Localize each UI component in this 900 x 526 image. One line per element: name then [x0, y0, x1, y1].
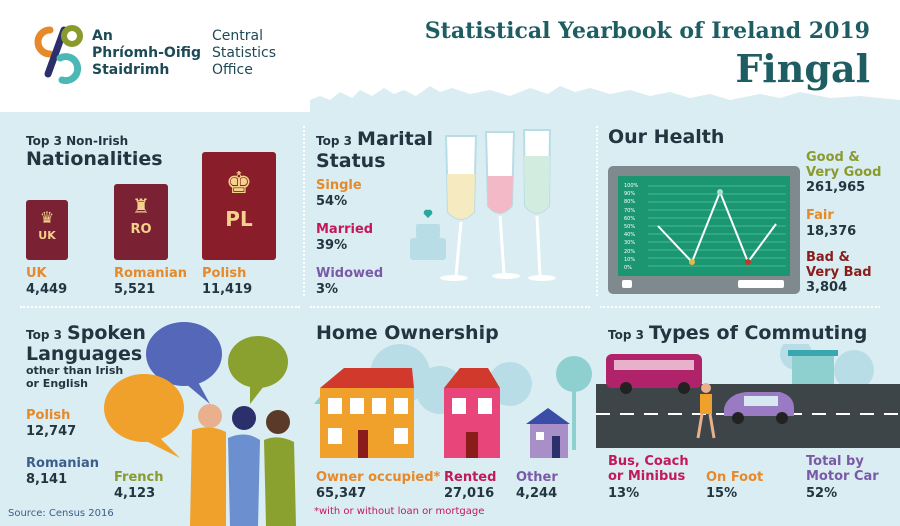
home-label: Owner occupied* [316, 470, 441, 485]
health-label: Fair [806, 208, 834, 223]
cso-logo-icon [34, 25, 83, 85]
commute-value: 13% [608, 486, 640, 501]
nationality-label: Polish [202, 266, 247, 281]
tv-chart-illustration: 100% 90% 80% 70% 60% 50% 40% 30% 20% 10% 0% [608, 166, 800, 294]
languages-title: Top 3 Spoken Languages other than Irish … [26, 322, 146, 390]
marital-label: Widowed [316, 266, 384, 281]
health-label: Bad & Very Bad [806, 250, 872, 280]
people-speech-bubbles-illustration [104, 322, 296, 526]
skyline-illustration [310, 86, 900, 118]
county-title: Fingal [735, 46, 870, 91]
uk-passport-icon: ♛ UK [26, 200, 68, 260]
language-value: 12,747 [26, 424, 77, 439]
home-label: Rented [444, 470, 497, 485]
logo-irish-text: An Phríomh-Oifig Staidrimh [92, 28, 202, 78]
home-footnote: *with or without loan or mortgage [314, 506, 485, 517]
commute-value: 15% [706, 486, 738, 501]
health-title: Our Health [608, 126, 725, 148]
romanian-passport-icon: ♜ RO [114, 184, 168, 260]
language-value: 8,141 [26, 472, 68, 487]
polish-passport-icon: ♚ PL [202, 152, 276, 260]
language-label: Polish [26, 408, 71, 423]
language-value: 4,123 [114, 486, 156, 501]
commute-label: Total by Motor Car [806, 454, 879, 484]
nationality-value: 11,419 [202, 282, 253, 297]
marital-title: Top 3 Marital Status [316, 128, 434, 172]
commuting-illustration [596, 344, 900, 448]
marital-value: 3% [316, 282, 339, 297]
divider [20, 306, 300, 308]
home-title: Home Ownership [316, 322, 499, 344]
source-note: Source: Census 2016 [8, 508, 114, 519]
divider [310, 306, 590, 308]
marital-value: 39% [316, 238, 348, 253]
home-label: Other [516, 470, 558, 485]
home-value: 4,244 [516, 486, 558, 501]
tv-screen: 100% 90% 80% 70% 60% 50% 40% 30% 20% 10% 0% [618, 176, 790, 276]
health-label: Good & Very Good [806, 150, 882, 180]
health-value: 3,804 [806, 280, 848, 295]
marital-value: 54% [316, 194, 348, 209]
home-value: 27,016 [444, 486, 495, 501]
nationality-value: 4,449 [26, 282, 68, 297]
marital-label: Married [316, 222, 374, 237]
home-value: 65,347 [316, 486, 367, 501]
language-label: Romanian [26, 456, 99, 471]
nationality-label: Romanian [114, 266, 187, 281]
tv-button-icon [622, 280, 632, 288]
yearbook-title: Statistical Yearbook of Ireland 2019 [424, 18, 870, 44]
tv-speaker-icon [738, 280, 784, 288]
commute-value: 52% [806, 486, 838, 501]
logo-english-text: Central Statistics Office [212, 28, 276, 78]
houses-illustration [314, 344, 592, 458]
health-value: 261,965 [806, 180, 866, 195]
commuting-title: Top 3 Types of Commuting [608, 322, 868, 344]
divider [303, 126, 305, 296]
commute-label: Bus, Coach or Minibus [608, 454, 689, 484]
commute-label: On Foot [706, 470, 764, 485]
marital-label: Single [316, 178, 362, 193]
nationalities-title-small: Top 3 Non-Irish [26, 134, 129, 148]
divider [596, 126, 598, 296]
divider [600, 306, 880, 308]
language-label: French [114, 470, 164, 485]
tv-axis-ticks: 100% 90% 80% 70% 60% 50% 40% 30% 20% 10% 0% [624, 183, 639, 272]
nationalities-title: Nationalities [26, 148, 163, 170]
health-value: 18,376 [806, 224, 857, 239]
nationality-label: UK [26, 266, 47, 281]
champagne-glasses-icon [410, 129, 556, 281]
nationality-value: 5,521 [114, 282, 156, 297]
